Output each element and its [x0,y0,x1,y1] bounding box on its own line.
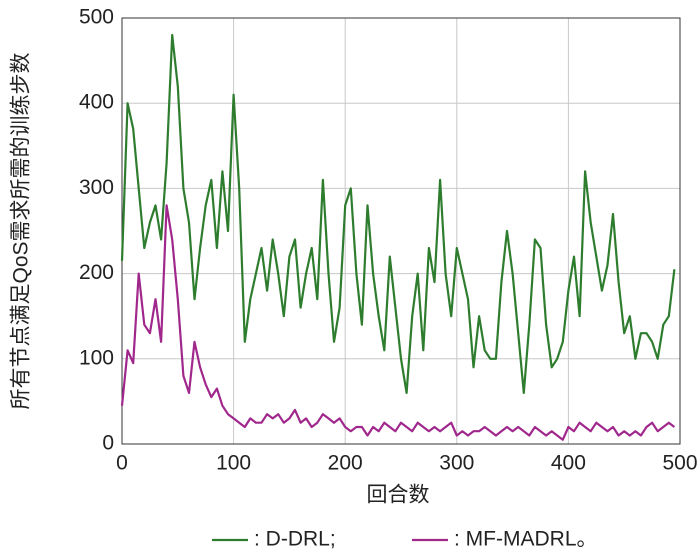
x-tick-label: 500 [662,452,697,475]
x-tick-label: 400 [551,452,586,475]
series-line [120,204,676,441]
y-tick-label: 500 [79,6,114,29]
y-tick-label: 300 [79,176,114,199]
y-tick-label: 100 [79,346,114,369]
plot-frame [121,17,681,445]
x-tick-label: 200 [328,452,363,475]
x-tick-label: 300 [439,452,474,475]
y-tick-label: 200 [79,261,114,284]
x-tick-label: 100 [216,452,251,475]
legend-label: : D-DRL; [254,528,336,551]
y-tick-label: 0 [102,432,114,455]
x-axis-label: 回合数 [367,484,430,507]
y-axis-label: 所有节点满足QoS需求所需的训练步数 [10,52,33,409]
series-line [120,33,676,394]
y-tick-label: 400 [79,91,114,114]
x-tick-label: 0 [116,452,128,475]
legend-label: : MF-MADRL。 [454,528,598,551]
